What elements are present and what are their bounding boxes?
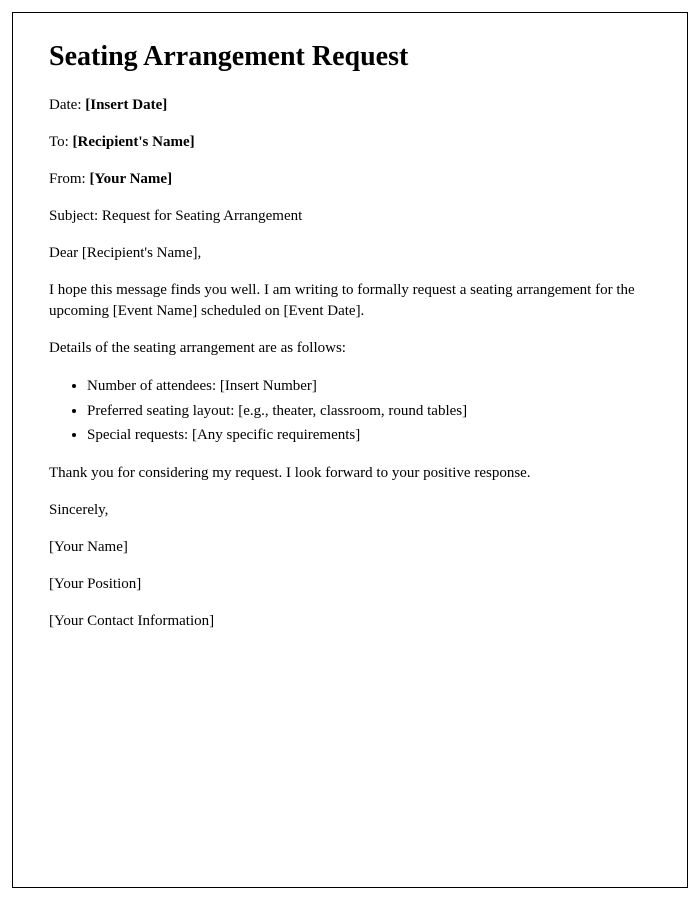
from-value: [Your Name]: [89, 171, 172, 187]
to-label: To:: [49, 134, 73, 150]
list-item: Special requests: [Any specific requirem…: [87, 424, 651, 447]
signature-contact: [Your Contact Information]: [49, 611, 651, 632]
date-line: Date: [Insert Date]: [49, 95, 651, 116]
salutation: Dear [Recipient's Name],: [49, 243, 651, 264]
closing-paragraph: Thank you for considering my request. I …: [49, 463, 651, 484]
from-label: From:: [49, 171, 89, 187]
date-value: [Insert Date]: [85, 97, 167, 113]
document-title: Seating Arrangement Request: [49, 41, 651, 73]
to-value: [Recipient's Name]: [73, 134, 195, 150]
signature-position: [Your Position]: [49, 574, 651, 595]
details-list: Number of attendees: [Insert Number] Pre…: [87, 375, 651, 447]
subject-line: Subject: Request for Seating Arrangement: [49, 206, 651, 227]
details-heading: Details of the seating arrangement are a…: [49, 338, 651, 359]
date-label: Date:: [49, 97, 85, 113]
document-container: Seating Arrangement Request Date: [Inser…: [12, 12, 688, 888]
from-line: From: [Your Name]: [49, 169, 651, 190]
signature-name: [Your Name]: [49, 537, 651, 558]
sincerely: Sincerely,: [49, 500, 651, 521]
list-item: Number of attendees: [Insert Number]: [87, 375, 651, 398]
list-item: Preferred seating layout: [e.g., theater…: [87, 400, 651, 423]
to-line: To: [Recipient's Name]: [49, 132, 651, 153]
intro-paragraph: I hope this message finds you well. I am…: [49, 280, 651, 322]
